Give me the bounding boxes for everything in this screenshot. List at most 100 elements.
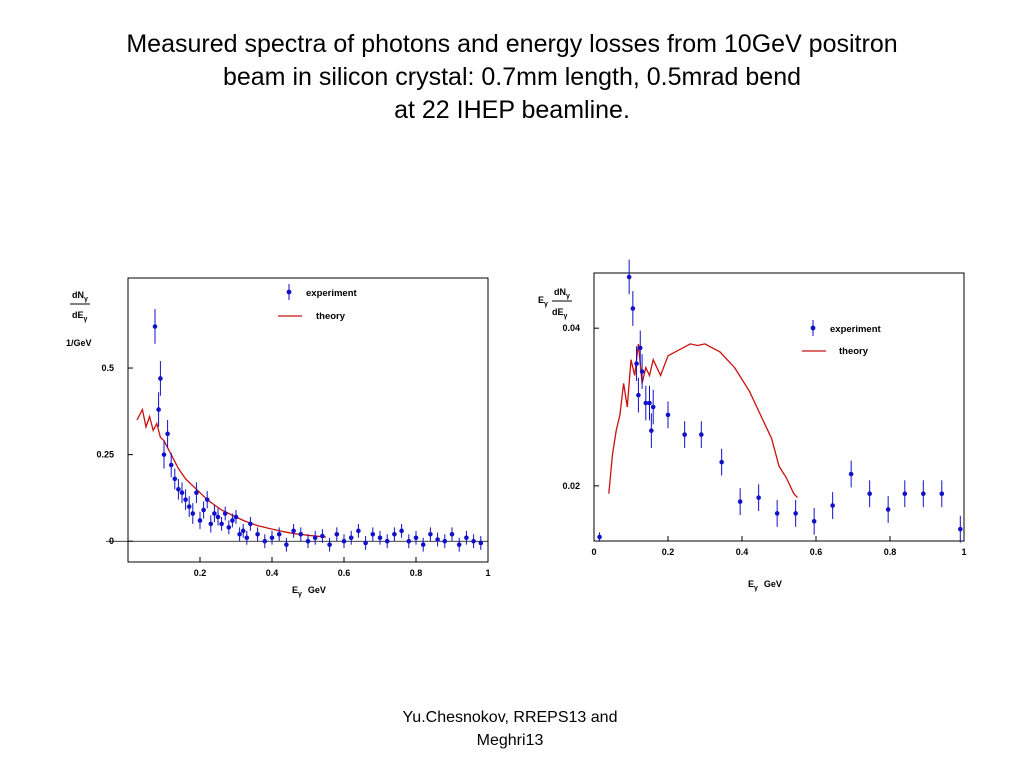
experiment-point (219, 516, 224, 531)
experiment-point (152, 309, 158, 344)
experiment-point (435, 532, 440, 547)
x-tick-label: 0.8 (884, 547, 897, 557)
footer-conference: Meghri13 (476, 732, 544, 749)
experiment-point (334, 527, 340, 542)
experiment-point (442, 534, 448, 549)
experiment-marker (392, 531, 397, 537)
x-tick-label: 0.4 (266, 568, 279, 578)
experiment-marker (634, 361, 639, 366)
experiment-point (248, 516, 253, 531)
experiment-point (478, 536, 484, 550)
experiment-marker (327, 542, 332, 547)
experiment-point (341, 534, 347, 549)
experiment-marker (597, 534, 602, 540)
experiment-point (626, 259, 632, 295)
experiment-marker (208, 521, 214, 527)
experiment-marker (240, 528, 246, 534)
experiment-marker (190, 511, 196, 516)
experiment-point (348, 530, 354, 545)
experiment-marker (921, 491, 926, 497)
experiment-point (958, 515, 963, 543)
experiment-marker (699, 432, 704, 437)
experiment-marker (179, 490, 185, 496)
experiment-point (190, 503, 196, 524)
experiment-marker (204, 497, 210, 502)
experiment-marker (230, 518, 235, 523)
experiment-marker (348, 535, 354, 541)
experiment-point (244, 530, 250, 545)
experiment-point (269, 530, 275, 545)
experiment-point (428, 527, 433, 542)
experiment-point (399, 523, 404, 538)
experiment-marker (413, 535, 419, 541)
experiment-marker (248, 521, 253, 527)
experiment-marker (156, 407, 161, 412)
photon-spectrum-chart: dNγ dEγ 1/GeV 0.2 0.4 0.6 0.8 1 0 0.25 0.5 expe… (66, 277, 491, 598)
experiment-point (276, 527, 282, 542)
experiment-marker (650, 404, 656, 410)
experiment-point (737, 488, 743, 515)
x-tick-label: 0 (591, 547, 596, 557)
experiment-point (230, 513, 235, 528)
experiment-marker (639, 369, 645, 374)
y-tick-label: 0.02 (562, 481, 580, 491)
experiment-point (647, 385, 652, 421)
experiment-point (222, 506, 228, 521)
experiment-marker (636, 392, 641, 398)
experiment-marker (176, 486, 181, 492)
experiment-point (456, 537, 462, 552)
experiment-point (255, 527, 260, 542)
experiment-marker (435, 537, 440, 542)
experiment-point (449, 527, 455, 542)
theory-curve (608, 343, 798, 499)
y-label-numerator: dNγ (72, 290, 88, 303)
experiment-marker (158, 376, 163, 381)
plot-frame (593, 272, 965, 542)
experiment-point (848, 460, 854, 488)
experiment-point (186, 496, 192, 517)
experiment-point (208, 515, 214, 533)
experiment-marker (478, 540, 484, 546)
experiment-point (240, 523, 246, 538)
experiment-point (939, 480, 945, 508)
experiment-marker (428, 531, 433, 537)
experiment-marker (449, 531, 455, 537)
title-line-1: Measured spectra of photons and energy l… (126, 30, 898, 58)
experiment-point (156, 392, 161, 427)
experiment-point (305, 534, 311, 549)
experiment-marker (233, 514, 239, 520)
footer-author: Yu.Chesnokov, RREPS13 and (402, 709, 618, 726)
experiment-point (636, 377, 641, 413)
experiment-point (384, 534, 390, 549)
experiment-point (262, 534, 268, 549)
experiment-point (237, 527, 242, 542)
legend-experiment-marker (286, 289, 292, 295)
experiment-point (665, 401, 671, 429)
experiment-marker (377, 535, 383, 541)
legend: experiment theory (278, 284, 358, 322)
experiment-marker (649, 428, 654, 433)
experiment-point (172, 468, 178, 490)
experiment-point (312, 530, 318, 545)
experiment-point (650, 389, 656, 425)
experiment-point (630, 291, 636, 326)
experiment-point (204, 491, 210, 509)
experiment-marker (682, 432, 687, 437)
experiment-marker (222, 511, 228, 516)
experiment-marker (197, 518, 203, 523)
legend-theory-label: theory (316, 311, 346, 322)
experiment-marker (719, 459, 724, 465)
experiment-marker (341, 538, 347, 544)
experiment-point (179, 482, 185, 504)
experiment-point (471, 534, 476, 549)
legend-experiment-marker (810, 325, 816, 331)
experiment-marker (464, 535, 469, 541)
experiment-point (921, 480, 926, 508)
experiment-marker (939, 491, 945, 497)
experiment-marker (867, 491, 872, 497)
y-axis-label: dNγ dEγ 1/GeV (66, 290, 92, 348)
experiment-point (682, 421, 687, 448)
experiment-point (413, 530, 419, 545)
experiment-marker (237, 531, 242, 537)
experiment-marker (471, 538, 476, 544)
